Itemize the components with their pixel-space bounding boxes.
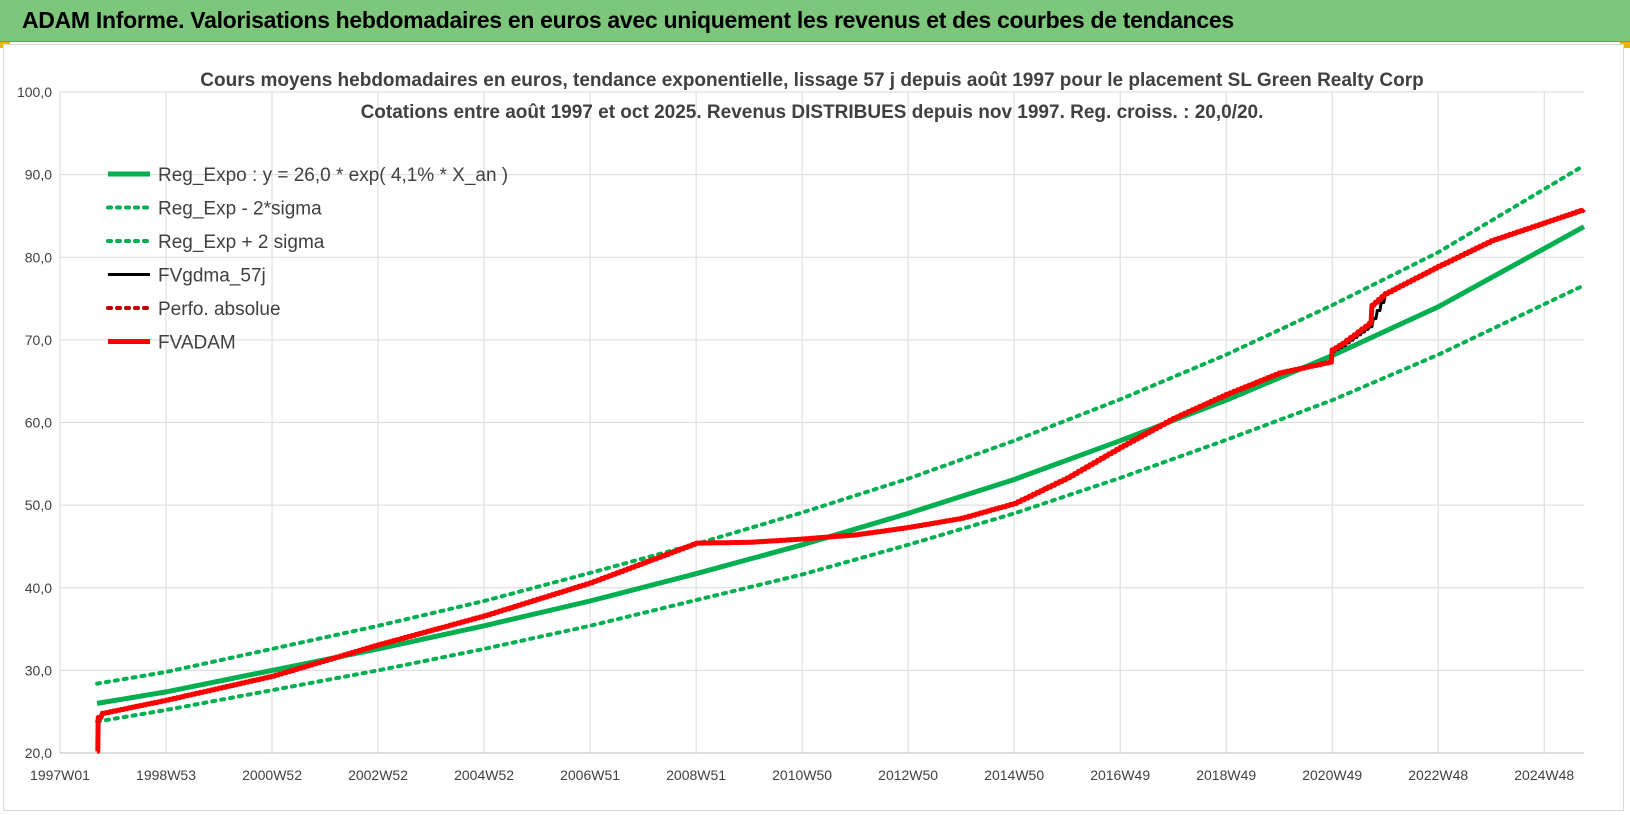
legend-label: FVADAM: [158, 333, 236, 354]
banner-title: ADAM Informe. Valorisations hebdomadaire…: [22, 7, 1234, 33]
chart-title-line2: Cotations entre août 1997 et oct 2025. R…: [361, 102, 1264, 123]
x-tick-label: 2018W49: [1196, 767, 1256, 783]
x-tick-label: 2000W52: [242, 767, 302, 783]
legend-label: FVgdma_57j: [158, 266, 266, 287]
x-tick-label: 1998W53: [136, 767, 196, 783]
title-banner: ADAM Informe. Valorisations hebdomadaire…: [0, 0, 1630, 42]
y-tick-label: 60,0: [25, 415, 52, 431]
y-tick-label: 30,0: [25, 662, 52, 678]
x-tick-label: 2008W51: [666, 767, 726, 783]
legend-label: Perfo. absolue: [158, 299, 281, 320]
axes: 20,0 30,0 40,0 50,0 60,0 70,0 80,0 90,0 100,0 199…: [17, 84, 1584, 783]
x-tick-label: 2004W52: [454, 767, 514, 783]
y-tick-label: 40,0: [25, 580, 52, 596]
legend-label: Reg_Expo : y = 26,0 * exp( 4,1% * X_an ): [158, 165, 508, 186]
x-tick-label: 2010W50: [772, 767, 832, 783]
chart-title-line1: Cours moyens hebdomadaires en euros, ten…: [200, 70, 1423, 91]
y-tick-label: 90,0: [25, 167, 52, 183]
y-tick-label: 50,0: [25, 497, 52, 513]
x-tick-label: 2016W49: [1090, 767, 1150, 783]
gridlines: [59, 91, 1584, 754]
x-tick-label: 2006W51: [560, 767, 620, 783]
chart-frame: [3, 44, 1624, 811]
x-tick-label: 2022W48: [1408, 767, 1468, 783]
x-tick-label: 2020W49: [1302, 767, 1362, 783]
y-tick-label: 70,0: [25, 332, 52, 348]
x-tick-label: 2014W50: [984, 767, 1044, 783]
series-line-3: [95, 163, 1586, 686]
series-line-1: [96, 224, 1586, 706]
series-line-5: [95, 207, 1586, 754]
series: [95, 163, 1586, 754]
x-tick-label: 2024W48: [1514, 767, 1574, 783]
legend-label: Reg_Exp + 2 sigma: [158, 232, 325, 253]
legend-label: Reg_Exp - 2*sigma: [158, 199, 322, 220]
x-tick-label: 2012W50: [878, 767, 938, 783]
y-tick-label: 80,0: [25, 249, 52, 265]
legend: Reg_Expo : y = 26,0 * exp( 4,1% * X_an )…: [106, 165, 508, 354]
y-tick-label: 100,0: [17, 84, 52, 100]
series-line-2: [95, 283, 1586, 724]
x-tick-label: 1997W01: [30, 767, 90, 783]
x-tick-label: 2002W52: [348, 767, 408, 783]
corner-accent-right: [1620, 42, 1630, 48]
y-tick-label: 20,0: [25, 745, 52, 761]
